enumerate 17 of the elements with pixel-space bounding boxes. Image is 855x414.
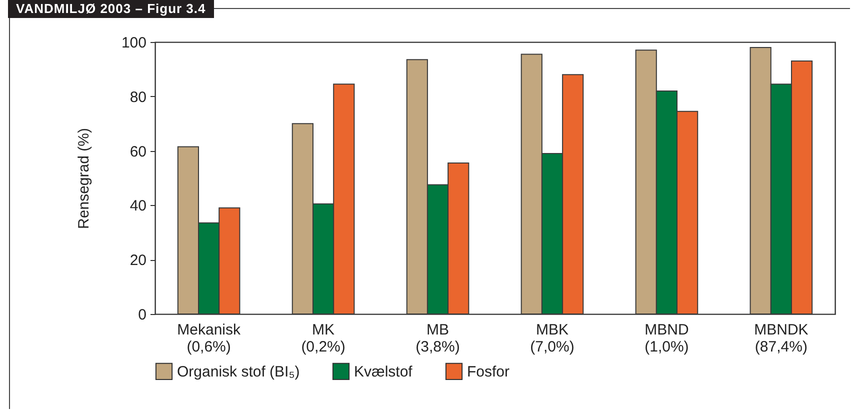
y-tick-label: 60 bbox=[130, 143, 146, 160]
x-tick-label: MB (3,8%) bbox=[416, 322, 460, 356]
chart-title: VANDMILJØ 2003 – Figur 3.4 bbox=[8, 0, 214, 18]
y-tick-label: 20 bbox=[130, 252, 146, 270]
y-tick-label: 40 bbox=[130, 198, 146, 215]
x-tick-label: MK (0,2%) bbox=[301, 322, 346, 356]
legend-label: Fosfor bbox=[467, 363, 510, 380]
y-tick-label: 100 bbox=[121, 34, 146, 52]
legend-label: Kvælstof bbox=[354, 363, 414, 380]
x-tick-label: Mekanisk (0,6%) bbox=[177, 322, 241, 356]
x-tick-label: MBND (1,0%) bbox=[644, 322, 689, 356]
y-axis-title: Rensegrad (%) bbox=[75, 128, 92, 229]
x-tick-label: MBK (7,0%) bbox=[530, 322, 574, 356]
x-tick-label: MBNDK (87,4%) bbox=[754, 322, 808, 356]
y-tick-label: 0 bbox=[138, 306, 146, 324]
y-tick-label: 80 bbox=[130, 88, 146, 106]
legend-label: Organisk stof (BI₅) bbox=[177, 363, 300, 380]
